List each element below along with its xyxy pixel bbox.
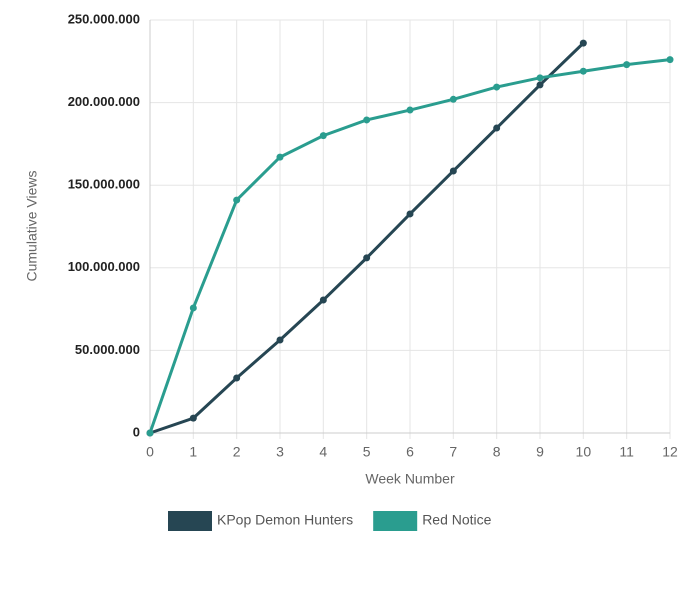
data-point <box>623 61 631 69</box>
legend-label: Red Notice <box>422 512 491 528</box>
data-point <box>449 167 457 175</box>
x-tick-label: 4 <box>319 444 327 460</box>
y-tick-label: 250.000.000 <box>68 11 140 26</box>
x-tick-label: 9 <box>536 444 544 460</box>
y-tick-label: 150.000.000 <box>68 177 140 192</box>
data-point <box>579 39 587 47</box>
x-tick-label: 6 <box>406 444 414 460</box>
legend-label: KPop Demon Hunters <box>217 512 353 528</box>
x-tick-label: 2 <box>233 444 241 460</box>
x-tick-label: 5 <box>363 444 371 460</box>
data-point <box>276 336 284 344</box>
x-tick-label: 1 <box>189 444 197 460</box>
y-tick-label: 200.000.000 <box>68 94 140 109</box>
data-point <box>579 67 587 75</box>
data-point <box>146 429 154 437</box>
x-tick-label: 7 <box>449 444 457 460</box>
x-tick-label: 3 <box>276 444 284 460</box>
data-point <box>449 95 457 103</box>
data-point <box>363 116 371 124</box>
x-tick-label: 0 <box>146 444 154 460</box>
data-point <box>536 74 544 82</box>
data-point <box>189 414 197 422</box>
data-point <box>666 56 674 64</box>
data-point <box>536 81 544 89</box>
x-tick-label: 8 <box>493 444 501 460</box>
data-point <box>406 106 414 114</box>
y-tick-label: 0 <box>133 424 140 439</box>
data-point <box>493 83 501 91</box>
data-point <box>406 210 414 218</box>
x-tick-label: 12 <box>662 444 678 460</box>
data-point <box>189 304 197 312</box>
y-tick-label: 100.000.000 <box>68 259 140 274</box>
legend-swatch <box>168 511 212 531</box>
y-tick-label: 50.000.000 <box>75 342 140 357</box>
data-point <box>363 254 371 262</box>
x-tick-label: 10 <box>576 444 592 460</box>
y-axis-title: Cumulative Views <box>24 170 40 281</box>
data-point <box>276 153 284 161</box>
x-tick-label: 11 <box>619 444 634 460</box>
data-point <box>319 132 327 140</box>
data-point <box>319 296 327 304</box>
data-point <box>233 374 241 382</box>
x-axis-title: Week Number <box>365 471 455 487</box>
data-point <box>233 196 241 204</box>
legend-swatch <box>373 511 418 531</box>
data-point <box>493 124 501 132</box>
